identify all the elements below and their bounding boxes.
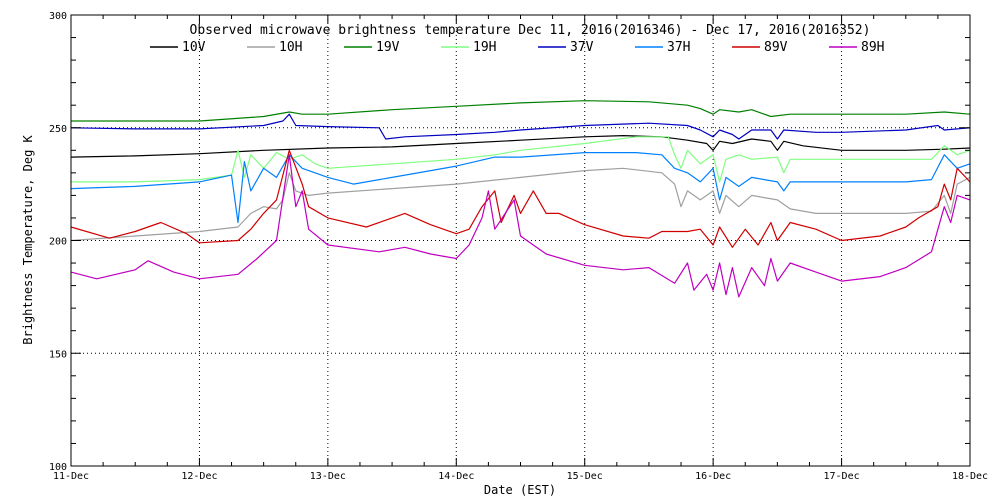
series-line-37v bbox=[70, 113, 971, 140]
y-tick-label: 150 bbox=[49, 349, 67, 360]
legend-label-37v: 37V bbox=[570, 40, 594, 55]
legend-label-10h: 10H bbox=[279, 40, 302, 55]
x-tick-label: 14-Dec bbox=[438, 471, 474, 482]
legend: 10V 10H 19V 19H 37V 37H 89V 89H bbox=[150, 40, 884, 55]
x-tick-label: 11-Dec bbox=[53, 471, 89, 482]
legend-label-89h: 89H bbox=[861, 40, 884, 55]
y-axis-title: Brightness Temperature, Deg K bbox=[21, 134, 35, 344]
legend-label-37h: 37H bbox=[667, 40, 690, 55]
series-line-19h bbox=[71, 136, 971, 183]
y-tick-label: 300 bbox=[49, 11, 67, 22]
x-tick-label: 12-Dec bbox=[181, 471, 217, 482]
x-tick-label: 16-Dec bbox=[695, 471, 731, 482]
series-line-19v bbox=[71, 100, 971, 122]
y-tick-label: 250 bbox=[49, 124, 67, 135]
axis-ticks: 11-Dec 12-Dec 13-Dec 14-Dec 15-Dec 16-Dec 17-D… bbox=[49, 11, 988, 482]
series-line-89h bbox=[70, 154, 971, 298]
y-tick-label: 200 bbox=[49, 237, 67, 248]
x-tick-label: 18-Dec bbox=[952, 471, 988, 482]
y-tick-label: 100 bbox=[49, 462, 67, 473]
series-line-89v bbox=[70, 149, 971, 248]
x-tick-label: 15-Dec bbox=[567, 471, 603, 482]
series-lines bbox=[70, 100, 971, 298]
legend-label-19h: 19H bbox=[473, 40, 496, 55]
legend-label-89v: 89V bbox=[764, 40, 788, 55]
series-line-10h bbox=[70, 167, 971, 242]
x-tick-label: 13-Dec bbox=[310, 471, 346, 482]
legend-label-19v: 19V bbox=[376, 40, 400, 55]
legend-label-10v: 10V bbox=[182, 40, 206, 55]
x-tick-label: 17-Dec bbox=[824, 471, 860, 482]
chart-title: Observed microwave brightness temperatur… bbox=[190, 23, 871, 38]
x-axis-title: Date (EST) bbox=[484, 483, 556, 497]
series-line-10v bbox=[70, 135, 971, 158]
series-line-37h bbox=[70, 152, 971, 224]
